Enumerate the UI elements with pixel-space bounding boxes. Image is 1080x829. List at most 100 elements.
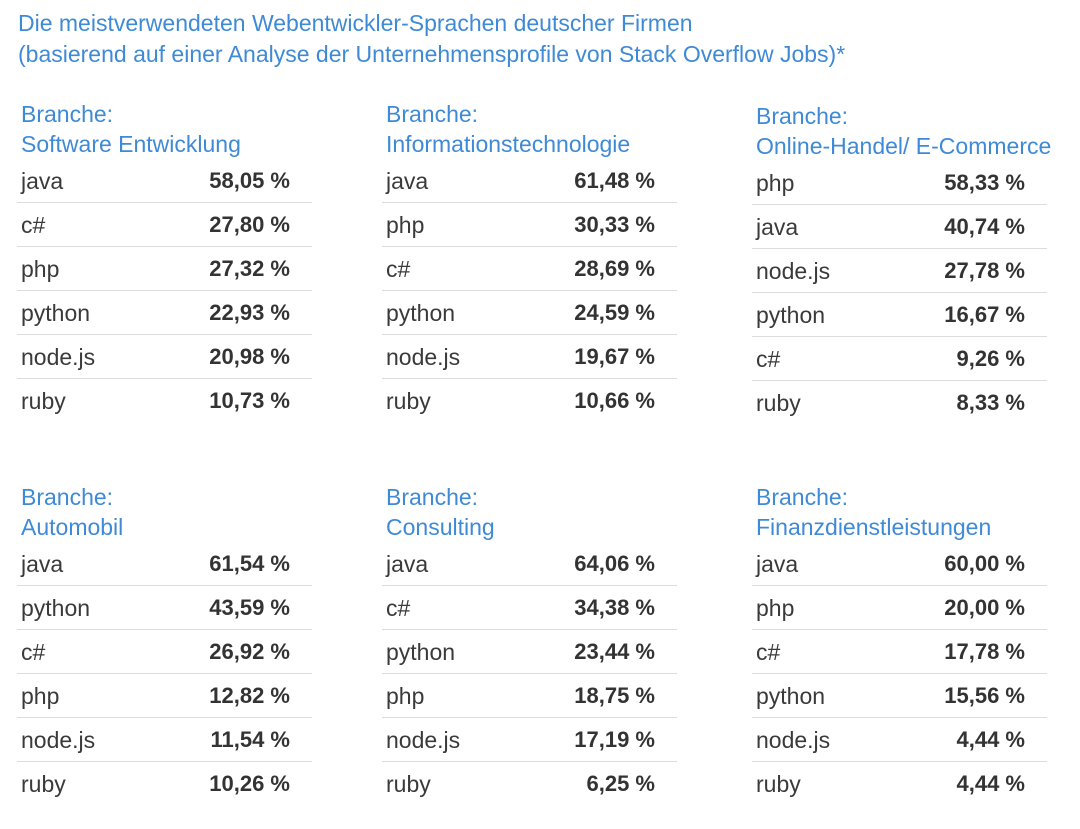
table-row: python 23,44 %	[382, 630, 677, 674]
table-row: node.js 20,98 %	[17, 335, 312, 379]
branch-name: Automobil	[21, 514, 124, 540]
branch-name: Online-Handel/ E-Commerce	[756, 133, 1052, 159]
branch-name: Software Entwicklung	[21, 131, 241, 157]
branch-table-5: Branche: Consulting java 64,06 % c# 34,38 % py…	[382, 482, 677, 806]
language-label: python	[756, 302, 826, 328]
language-label: php	[756, 170, 795, 196]
percentage-value: 17,78 %	[944, 639, 1025, 664]
branch-header-label: Branche:	[21, 101, 114, 127]
table-row: node.js 4,44 %	[752, 718, 1047, 762]
table-rows: java 58,05 % c# 27,80 % php 27,32 % python 22,9…	[17, 159, 312, 423]
table-row: node.js 19,67 %	[382, 335, 677, 379]
branch-table-3: Branche: Online-Handel/ E-Commerce php 58,3…	[752, 101, 1052, 425]
percentage-value: 4,44 %	[956, 727, 1026, 752]
percentage-value: 43,59 %	[209, 595, 290, 620]
table-row: php 12,82 %	[17, 674, 312, 718]
table-row: c# 9,26 %	[752, 337, 1047, 381]
language-label: ruby	[756, 390, 801, 416]
percentage-value: 19,67 %	[574, 344, 655, 369]
table-row: python 16,67 %	[752, 293, 1047, 337]
language-label: java	[386, 168, 429, 194]
branch-header: Branche: Software Entwicklung	[17, 99, 312, 159]
branch-header: Branche: Finanzdienstleistungen	[752, 482, 1047, 542]
percentage-value: 12,82 %	[209, 683, 290, 708]
language-label: java	[756, 214, 799, 240]
branch-table-4: Branche: Automobil java 61,54 % python 43,59 …	[17, 482, 312, 806]
language-label: node.js	[756, 727, 831, 753]
language-label: python	[21, 300, 91, 326]
branch-header-label: Branche:	[386, 101, 479, 127]
chart-title: Die meistverwendeten Webentwickler-Sprac…	[18, 8, 845, 70]
branch-table-2: Branche: Informationstechnologie java 61,48…	[382, 99, 677, 423]
table-row: python 15,56 %	[752, 674, 1047, 718]
table-row: java 60,00 %	[752, 542, 1047, 586]
percentage-value: 10,26 %	[209, 771, 290, 796]
language-label: c#	[386, 595, 411, 621]
percentage-value: 15,56 %	[944, 683, 1025, 708]
language-label: ruby	[386, 388, 431, 414]
percentage-value: 20,00 %	[944, 595, 1025, 620]
table-row: node.js 27,78 %	[752, 249, 1047, 293]
percentage-value: 8,33 %	[956, 390, 1026, 415]
language-label: python	[386, 300, 456, 326]
language-label: php	[386, 683, 425, 709]
language-label: php	[756, 595, 795, 621]
branch-header-label: Branche:	[756, 103, 849, 129]
branch-header-label: Branche:	[756, 484, 849, 510]
percentage-value: 34,38 %	[574, 595, 655, 620]
percentage-value: 58,05 %	[209, 168, 290, 193]
percentage-value: 6,25 %	[586, 771, 656, 796]
percentage-value: 27,32 %	[209, 256, 290, 281]
table-row: php 30,33 %	[382, 203, 677, 247]
table-row: ruby 10,73 %	[17, 379, 312, 423]
percentage-value: 24,59 %	[574, 300, 655, 325]
language-label: php	[21, 256, 60, 282]
table-row: c# 28,69 %	[382, 247, 677, 291]
branch-header: Branche: Online-Handel/ E-Commerce	[752, 101, 1052, 161]
percentage-value: 58,33 %	[944, 170, 1025, 195]
percentage-value: 16,67 %	[944, 302, 1025, 327]
language-label: java	[756, 551, 799, 577]
language-label: c#	[21, 212, 46, 238]
language-label: c#	[386, 256, 411, 282]
table-row: ruby 6,25 %	[382, 762, 677, 806]
table-row: php 58,33 %	[752, 161, 1047, 205]
percentage-value: 9,26 %	[956, 346, 1026, 371]
table-row: java 64,06 %	[382, 542, 677, 586]
percentage-value: 20,98 %	[209, 344, 290, 369]
table-row: ruby 8,33 %	[752, 381, 1047, 425]
table-row: c# 26,92 %	[17, 630, 312, 674]
branch-header: Branche: Consulting	[382, 482, 677, 542]
language-label: node.js	[756, 258, 831, 284]
percentage-value: 10,73 %	[209, 388, 290, 413]
language-label: ruby	[386, 771, 431, 797]
table-row: python 24,59 %	[382, 291, 677, 335]
table-rows: java 60,00 % php 20,00 % c# 17,78 % python 15,5…	[752, 542, 1047, 806]
language-label: node.js	[21, 727, 96, 753]
branch-name: Finanzdienstleistungen	[756, 514, 992, 540]
table-row: c# 27,80 %	[17, 203, 312, 247]
language-label: node.js	[21, 344, 96, 370]
language-label: c#	[756, 639, 781, 665]
branch-header-label: Branche:	[386, 484, 479, 510]
branch-table-6: Branche: Finanzdienstleistungen java 60,00 …	[752, 482, 1047, 806]
table-row: python 22,93 %	[17, 291, 312, 335]
language-label: c#	[21, 639, 46, 665]
language-label: php	[386, 212, 425, 238]
percentage-value: 4,44 %	[956, 771, 1026, 796]
branch-name: Informationstechnologie	[386, 131, 631, 157]
table-rows: java 64,06 % c# 34,38 % python 23,44 % php 18,7…	[382, 542, 677, 806]
percentage-value: 17,19 %	[574, 727, 655, 752]
table-row: ruby 10,26 %	[17, 762, 312, 806]
branch-header: Branche: Automobil	[17, 482, 312, 542]
table-rows: php 58,33 % java 40,74 % node.js 27,78 % pytho…	[752, 161, 1047, 425]
chart-title-line-2: (basierend auf einer Analyse der Unterne…	[18, 41, 846, 67]
percentage-value: 30,33 %	[574, 212, 655, 237]
percentage-value: 40,74 %	[944, 214, 1025, 239]
table-rows: java 61,54 % python 43,59 % c# 26,92 % php 12,8…	[17, 542, 312, 806]
percentage-value: 18,75 %	[574, 683, 655, 708]
table-row: java 40,74 %	[752, 205, 1047, 249]
table-rows: java 61,48 % php 30,33 % c# 28,69 % python 24,5…	[382, 159, 677, 423]
table-row: java 58,05 %	[17, 159, 312, 203]
table-row: ruby 4,44 %	[752, 762, 1047, 806]
